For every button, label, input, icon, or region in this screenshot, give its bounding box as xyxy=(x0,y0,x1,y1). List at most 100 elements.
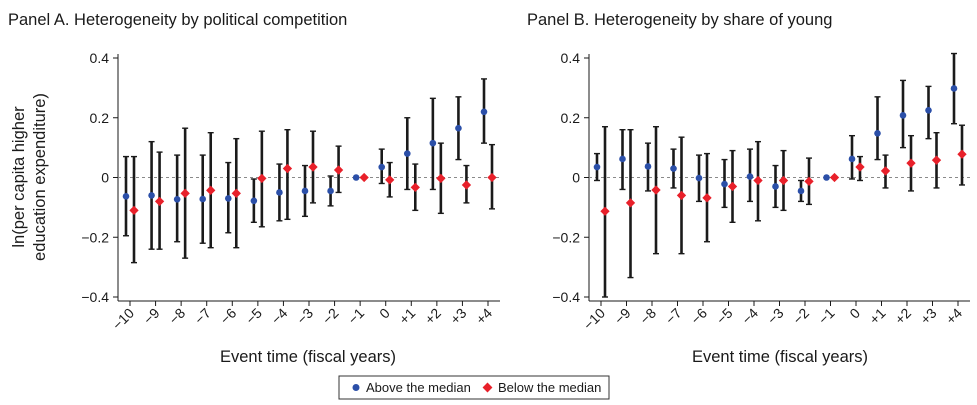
panel-a-title: Panel A. Heterogeneity by political comp… xyxy=(8,11,347,29)
panel-b-xtick-label: −1 xyxy=(815,305,838,328)
panel-b-point-above xyxy=(695,174,703,182)
panel-a-xtick-label: +3 xyxy=(447,305,470,328)
panel-b-point-below xyxy=(931,155,942,165)
panel-b-point-below xyxy=(957,149,967,159)
panel-a-point-below xyxy=(461,180,472,190)
panel-a-ytick-label: 0.2 xyxy=(90,110,110,126)
panel-b-point-above xyxy=(797,187,805,195)
panel-a-point-below xyxy=(129,205,139,216)
panel-a-point-below xyxy=(436,173,446,184)
legend-below-marker xyxy=(482,382,493,393)
panel-a-xtick-label: −6 xyxy=(217,305,240,328)
panel-a-xtick-label: −4 xyxy=(268,305,291,328)
panel-b-xtick-label: +3 xyxy=(917,305,940,328)
panel-a-xtick-label: −5 xyxy=(242,305,265,328)
panel-a-point-above xyxy=(199,195,207,203)
panel-b-point-below xyxy=(702,193,712,203)
panel-a-point-below xyxy=(385,175,395,185)
panel-b-point-below xyxy=(600,206,610,216)
panel-b-point-below xyxy=(906,158,916,168)
panel-a-point-above xyxy=(301,187,309,195)
panel-a-point-above xyxy=(173,196,181,203)
panel-b-xtick-label: +4 xyxy=(943,305,966,328)
panel-b: Panel B. Heterogeneity by share of young… xyxy=(527,11,970,366)
panel-a-point-below xyxy=(257,173,267,184)
panel-a-point-above xyxy=(378,163,386,171)
panel-b-point-below xyxy=(804,176,814,187)
panel-b-xtick-label: −9 xyxy=(611,305,634,328)
panel-b-xtick-label: −6 xyxy=(688,305,711,328)
panel-a-xtick-label: −8 xyxy=(166,305,189,328)
panel-a-xtick-label: −3 xyxy=(294,305,317,328)
panel-a-ylabel-line-1: ln(per capita higher xyxy=(10,106,28,248)
panel-b-point-above xyxy=(670,165,677,172)
panel-a-point-above xyxy=(224,195,232,202)
panel-b-ytick-label: 0.4 xyxy=(561,50,581,66)
panel-b-point-below xyxy=(880,166,891,176)
panel-b-ytick-label: −0.2 xyxy=(552,229,580,245)
panel-a-xtick-label: −9 xyxy=(140,305,163,328)
panel-b-xtick-label: 0 xyxy=(846,305,863,322)
panel-b-point-below xyxy=(676,190,687,201)
panel-a-point-below xyxy=(359,172,369,183)
panel-a-point-below xyxy=(308,162,318,172)
panel-a-point-below xyxy=(487,172,497,183)
panel-a-point-above xyxy=(429,139,437,147)
panel-a-point-above xyxy=(327,187,334,195)
panel-b-xtick-label: −7 xyxy=(662,305,685,328)
panel-a-point-above xyxy=(148,192,155,199)
panel-b-point-below xyxy=(829,172,840,183)
panel-b-point-above xyxy=(772,183,779,190)
panel-a-xtick-label: −1 xyxy=(345,305,368,328)
panel-b-xtick-label: −8 xyxy=(637,305,660,328)
panel-a-ytick-label: −0.4 xyxy=(81,289,109,305)
panel-a-point-above xyxy=(403,150,411,157)
panel-a-point-below xyxy=(410,182,420,193)
panel-b-ytick-label: 0 xyxy=(572,170,580,186)
panel-a-point-above xyxy=(250,197,258,205)
panel-b-point-above xyxy=(925,106,932,114)
panel-b-point-above xyxy=(644,163,652,170)
panel-b-point-below xyxy=(625,198,636,208)
panel-a-point-above xyxy=(276,189,283,196)
panel-b-point-above xyxy=(823,174,830,181)
panel-b-xtick-label: −3 xyxy=(764,305,787,328)
panel-a-point-above xyxy=(480,108,488,116)
panel-b-ytick-label: 0.2 xyxy=(561,110,581,126)
panel-a-xtick-label: +2 xyxy=(421,305,444,328)
panel-b-point-below xyxy=(727,181,738,192)
legend: Above the median Below the median xyxy=(338,375,610,400)
panel-a-point-above xyxy=(455,124,462,132)
panel-a-point-below xyxy=(154,196,165,207)
panel-b-point-below xyxy=(778,175,789,186)
panel-a-xtick-label: −7 xyxy=(191,305,214,328)
panel-b-point-above xyxy=(950,85,958,92)
panel-b-ytick-label: −0.4 xyxy=(552,289,580,305)
panel-b-xtick-label: +1 xyxy=(866,305,889,328)
legend-box xyxy=(338,375,610,400)
panel-a-point-above xyxy=(122,193,130,200)
panel-b-xtick-label: −5 xyxy=(713,305,736,328)
panel-a-point-above xyxy=(352,174,360,181)
panel-a: Panel A. Heterogeneity by political comp… xyxy=(8,11,500,366)
panel-b-point-above xyxy=(848,155,856,163)
panel-a-point-below xyxy=(333,165,344,175)
panel-b-point-above xyxy=(619,155,626,163)
panel-b-xtick-label: −4 xyxy=(739,305,762,328)
panel-b-point-below xyxy=(651,185,661,195)
panel-b-point-above xyxy=(746,173,754,180)
panel-b-point-above xyxy=(899,112,907,119)
panel-b-xtick-label: −2 xyxy=(790,305,813,328)
panel-a-ytick-label: 0 xyxy=(101,170,109,186)
panel-b-point-above xyxy=(721,180,728,188)
panel-a-ytick-label: 0.4 xyxy=(90,50,110,66)
panel-a-point-below xyxy=(282,163,293,174)
panel-b-point-above xyxy=(593,163,601,171)
panel-a-ytick-label: −0.2 xyxy=(81,229,109,245)
legend-below-label: Below the median xyxy=(498,380,601,395)
legend-above-label: Above the median xyxy=(366,380,471,395)
panel-a-ylabel-line-2: education expenditure) xyxy=(31,93,49,261)
panel-a-xtick-label: −2 xyxy=(319,305,342,328)
panel-a-xtick-label: +4 xyxy=(473,305,496,328)
panel-b-xlabel: Event time (fiscal years) xyxy=(692,348,868,366)
